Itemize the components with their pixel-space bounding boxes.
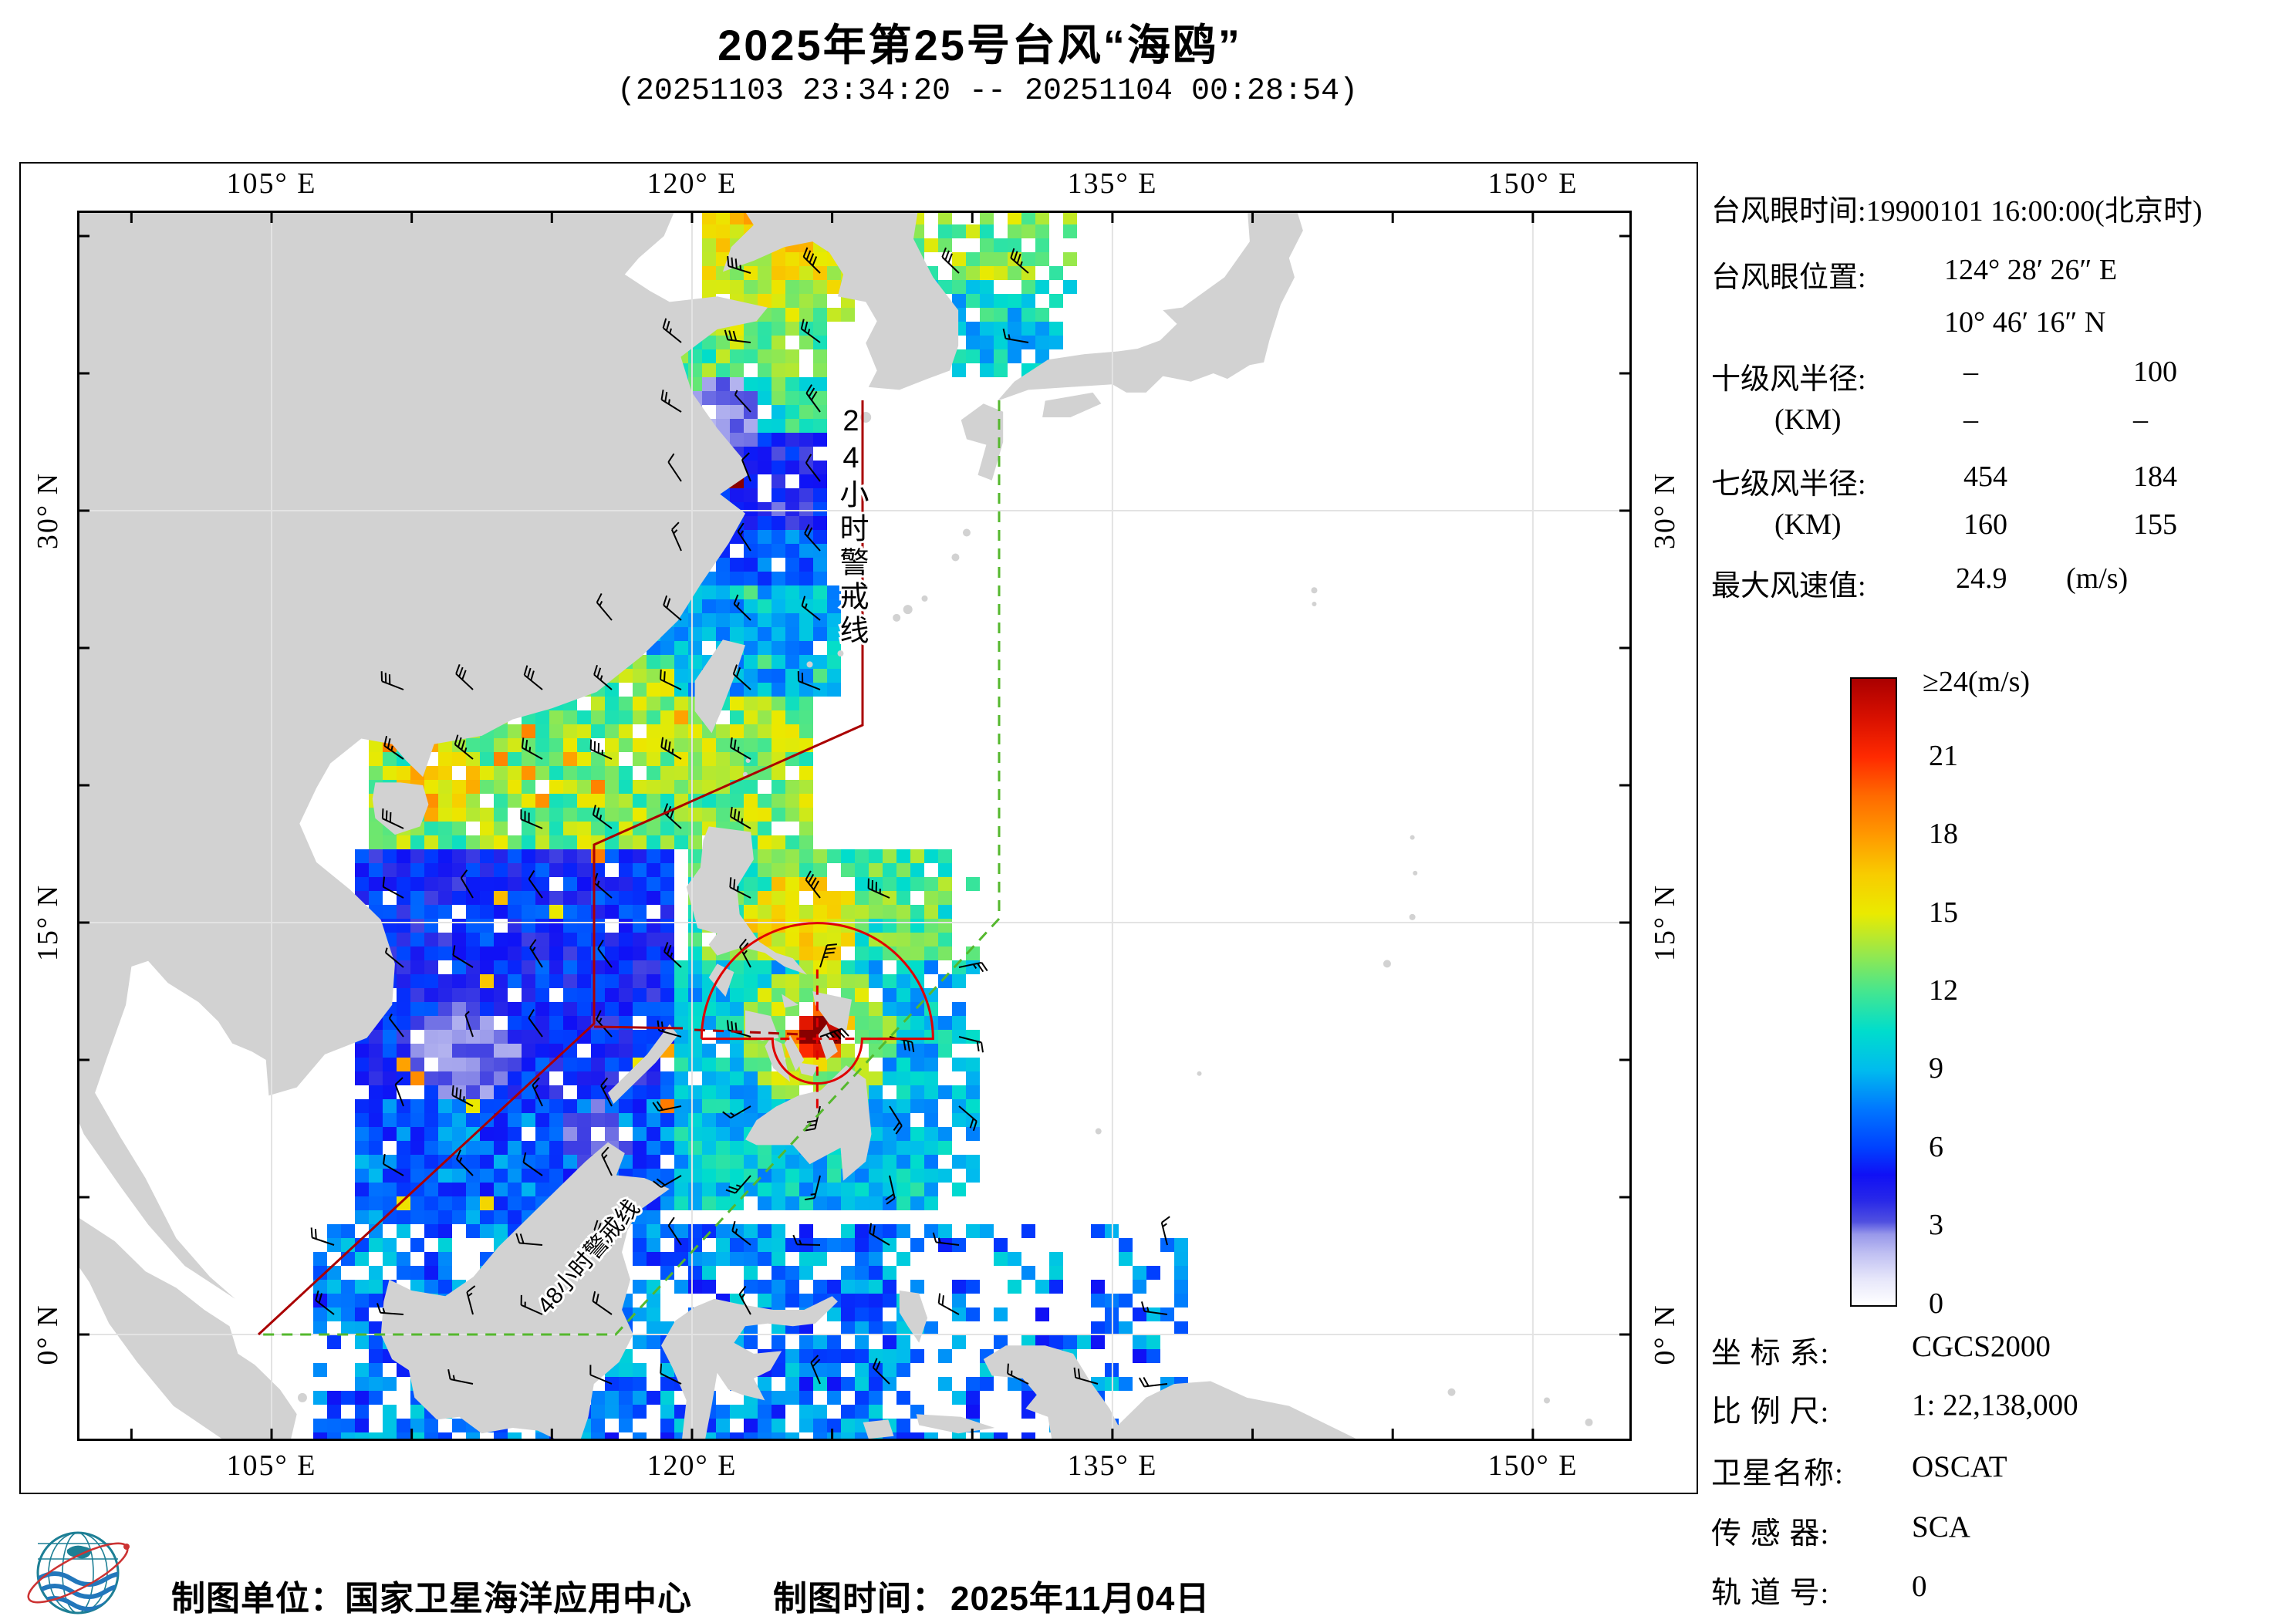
axis-label-lon-bottom-150: 150° E xyxy=(1487,1449,1578,1482)
scale-value: 1: 22,138,000 xyxy=(1912,1388,2078,1422)
svg-text:24小时警戒线: 24小时警戒线 xyxy=(835,405,868,649)
r10-label: 十级风半径: xyxy=(1711,363,1866,396)
eye-time-value: 19900101 16:00:00(北京时) xyxy=(1866,195,2203,228)
r7-value-4: 155 xyxy=(2133,508,2177,541)
vmax-value: 24.9 xyxy=(1956,562,2007,595)
sensor-value: SCA xyxy=(1912,1510,1970,1544)
axis-label-lat-right-30: 30° N xyxy=(1649,471,1681,550)
scale-label: 比 例 尺: xyxy=(1711,1395,1830,1429)
map-frame xyxy=(77,211,1632,1441)
eye-time-row: 台风眼时间:19900101 16:00:00(北京时) xyxy=(1711,187,2203,229)
r10-value-1: – xyxy=(1963,356,1978,388)
colorbar-tick-21: 21 xyxy=(1929,740,1958,772)
typhoon-marker xyxy=(700,922,934,1108)
r7-label: 七级风半径: xyxy=(1711,468,1866,501)
observation-period: (20251103 23:34:20 -- 20251104 00:28:54) xyxy=(616,74,1359,109)
axis-label-lat-left-0: 0° N xyxy=(32,1304,64,1365)
axis-label-lon-top-105: 105° E xyxy=(226,167,317,200)
colorbar-tick-0: 0 xyxy=(1929,1287,1943,1320)
eye-position-longitude: 124° 28′ 26″ E xyxy=(1944,254,2118,286)
r10-value-2: 100 xyxy=(2133,356,2177,388)
map-time-label: 制图时间： xyxy=(773,1580,947,1618)
eye-position-label: 台风眼位置: xyxy=(1711,262,1866,294)
eye-position-latitude: 10° 46′ 16″ N xyxy=(1944,306,2106,339)
axis-label-lon-bottom-135: 135° E xyxy=(1067,1449,1158,1482)
axis-label-lat-right-15: 15° N xyxy=(1649,883,1681,962)
crs-label: 坐 标 系: xyxy=(1711,1337,1830,1370)
land-masses xyxy=(77,211,1593,1441)
axis-label-lat-left-30: 30° N xyxy=(32,471,64,550)
axis-label-lon-top-135: 135° E xyxy=(1067,167,1158,200)
axis-label-lon-bottom-120: 120° E xyxy=(647,1449,738,1482)
orbit-value: 0 xyxy=(1912,1570,1927,1603)
vmax-label: 最大风速值: xyxy=(1711,570,1866,602)
axis-label-lon-bottom-105: 105° E xyxy=(226,1449,317,1482)
colorbar-tick-6: 6 xyxy=(1929,1131,1943,1163)
map-time-value: 2025年11月04日 xyxy=(950,1580,1210,1618)
satellite-value: OSCAT xyxy=(1912,1450,2007,1483)
colorbar-tick-15: 15 xyxy=(1929,896,1958,929)
r7-value-1: 454 xyxy=(1963,461,2007,493)
colorbar-tick-18: 18 xyxy=(1929,818,1958,850)
wind-barbs xyxy=(310,247,1170,1388)
page-title: 2025年第25号台风“海鸥” xyxy=(718,21,1242,69)
map-producer: 制图单位：国家卫星海洋应用中心 xyxy=(171,1580,692,1618)
axis-label-lat-left-15: 15° N xyxy=(32,883,64,962)
axis-label-lon-top-150: 150° E xyxy=(1487,167,1578,200)
satellite-label: 卫星名称: xyxy=(1711,1457,1844,1490)
colorbar-tick-3: 3 xyxy=(1929,1209,1943,1241)
colorbar-tick-12: 12 xyxy=(1929,974,1958,1007)
sensor-label: 传 感 器: xyxy=(1711,1517,1830,1550)
colorbar-tick-9: 9 xyxy=(1929,1052,1943,1085)
colorbar-max-label: ≥24(m/s) xyxy=(1923,666,2031,698)
figure-border xyxy=(19,162,1698,1494)
r10-value-3: – xyxy=(1963,403,1978,436)
wind-speed-colorbar xyxy=(1850,677,1897,1307)
r10-unit: (KM) xyxy=(1774,403,1842,436)
vmax-unit: (m/s) xyxy=(2066,562,2129,595)
eye-time-label: 台风眼时间: xyxy=(1711,195,1866,228)
orbit-label: 轨 道 号: xyxy=(1711,1577,1830,1610)
graticule xyxy=(77,211,1632,1441)
r7-unit: (KM) xyxy=(1774,508,1842,541)
nsoas-logo xyxy=(27,1531,130,1615)
crs-value: CGCS2000 xyxy=(1912,1330,2051,1363)
r7-value-2: 184 xyxy=(2133,461,2177,493)
axis-label-lon-top-120: 120° E xyxy=(647,167,738,200)
axis-label-lat-right-0: 0° N xyxy=(1649,1304,1681,1365)
r10-value-4: – xyxy=(2133,403,2148,436)
r7-value-3: 160 xyxy=(1963,508,2007,541)
